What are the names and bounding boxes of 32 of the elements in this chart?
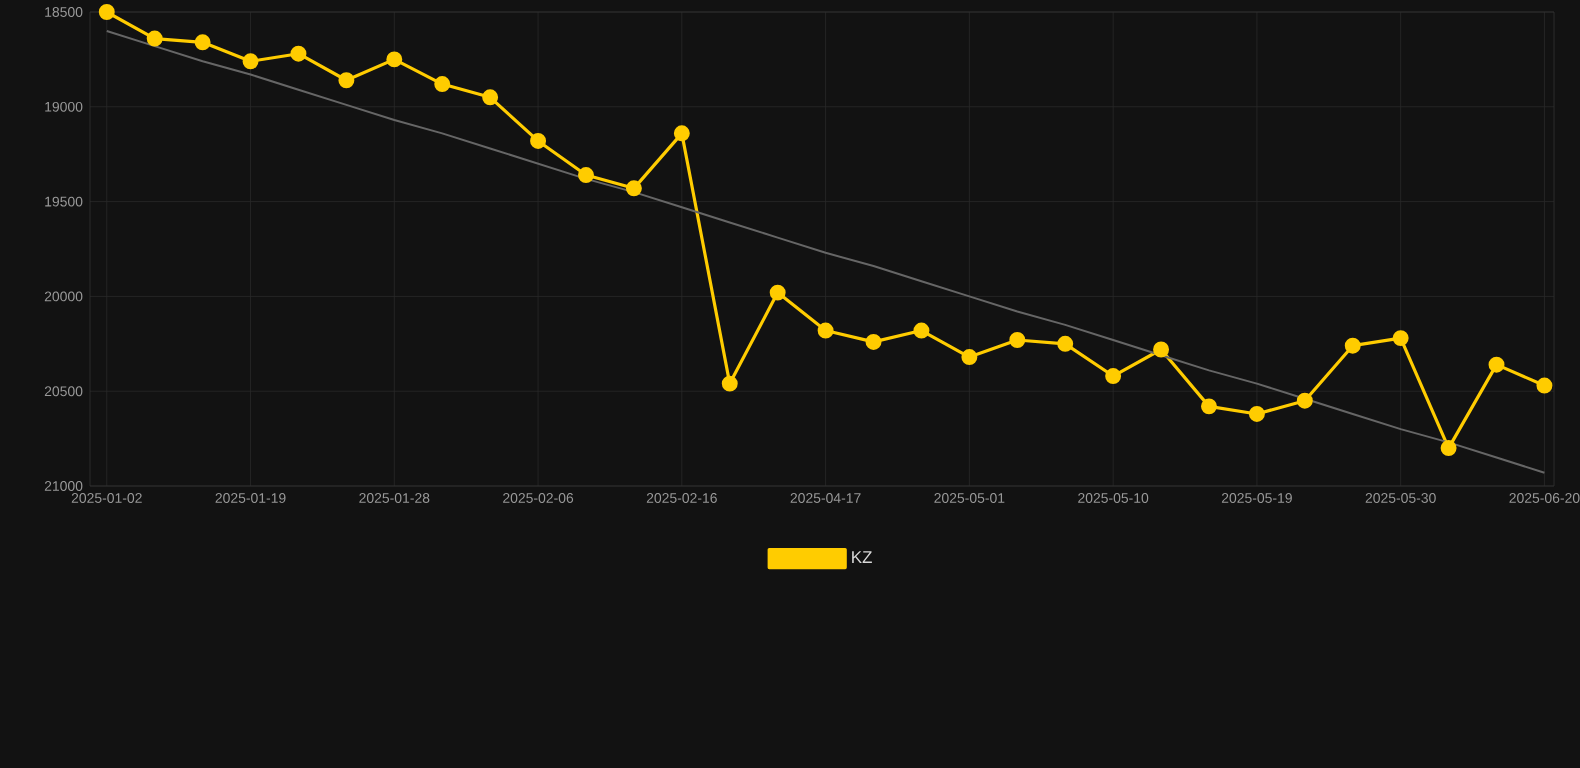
point	[1488, 356, 1505, 373]
point	[578, 167, 594, 184]
point	[817, 322, 834, 339]
point	[865, 333, 882, 350]
point	[721, 375, 738, 392]
point	[1153, 341, 1170, 358]
point	[1440, 440, 1457, 457]
point	[338, 72, 355, 89]
point	[769, 284, 786, 301]
point	[1392, 330, 1409, 347]
point	[1057, 335, 1074, 352]
point	[386, 51, 403, 68]
point	[242, 53, 259, 70]
point	[290, 45, 307, 62]
point	[1296, 392, 1313, 409]
point	[913, 322, 930, 339]
point	[1344, 337, 1361, 354]
point	[1536, 377, 1553, 394]
point	[434, 76, 451, 93]
point	[1105, 368, 1122, 385]
point	[194, 34, 211, 51]
point	[961, 349, 978, 366]
point	[482, 89, 499, 106]
point	[1201, 398, 1217, 415]
point	[673, 125, 690, 142]
point	[98, 4, 115, 20]
point	[530, 132, 547, 149]
legend-label: KZ	[852, 551, 872, 563]
point	[1009, 332, 1026, 348]
point	[625, 180, 642, 197]
point	[146, 30, 163, 47]
point	[1248, 405, 1265, 422]
